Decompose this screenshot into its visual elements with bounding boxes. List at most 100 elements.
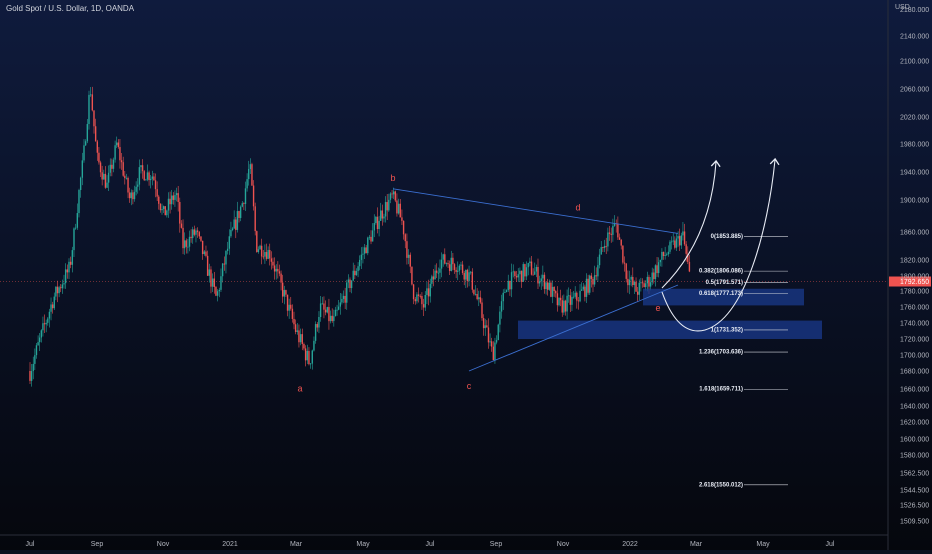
candle: [381, 204, 384, 226]
candle: [350, 280, 353, 294]
candle: [346, 279, 348, 310]
candle: [461, 260, 464, 275]
candle: [576, 291, 578, 309]
candle: [324, 300, 327, 316]
candle: [360, 247, 363, 270]
candle: [543, 272, 546, 294]
candle: [104, 166, 107, 189]
candle: [545, 281, 547, 295]
candle: [151, 170, 153, 186]
price-tick-label: 1620.000: [900, 420, 929, 427]
price-tick-label: 1900.000: [900, 198, 929, 205]
wave-label-a: a: [297, 384, 302, 394]
candle: [299, 328, 302, 346]
candle: [497, 323, 499, 341]
candle: [156, 181, 158, 202]
price-axis[interactable]: 2180.000 2140.000 2100.000 2060.000 2020.000…: [900, 7, 929, 526]
price-tick-label: 1580.000: [900, 453, 929, 460]
candle: [175, 187, 178, 202]
candle: [311, 349, 313, 370]
time-tick-label: Jul: [426, 541, 435, 548]
candle: [40, 329, 43, 343]
candle: [538, 275, 541, 287]
candle: [183, 232, 186, 255]
candle: [452, 252, 454, 271]
candle: [117, 139, 120, 149]
candle: [188, 230, 191, 252]
fib-level-label: 0.382(1806.086): [699, 269, 743, 275]
time-axis[interactable]: Jul Sep Nov 2021 Mar May Jul Sep Nov 2022 Mar May Ju…: [26, 541, 835, 548]
projection-arrow-short[interactable]: [661, 159, 721, 289]
candle: [137, 178, 139, 194]
candle: [256, 230, 258, 253]
candle: [587, 274, 589, 295]
candle: [88, 90, 90, 130]
lower-trendline[interactable]: [468, 284, 679, 372]
fib-level-label: 1(1731.352): [711, 327, 743, 333]
candle: [638, 279, 640, 301]
candle: [171, 189, 173, 210]
candle: [651, 267, 653, 286]
candle: [116, 136, 118, 149]
candle: [357, 262, 359, 278]
candle: [228, 229, 230, 255]
candle: [675, 233, 678, 251]
price-tick-label: 1720.000: [900, 337, 929, 344]
candle: [622, 245, 624, 265]
candle: [553, 286, 555, 297]
candle: [439, 259, 441, 279]
candle: [388, 193, 390, 212]
support-zone[interactable]: [643, 288, 804, 306]
candle: [489, 333, 491, 347]
candle: [569, 288, 572, 313]
candle: [505, 289, 508, 293]
candle: [444, 248, 446, 265]
candle: [568, 287, 570, 303]
price-tick-label: 1820.000: [900, 258, 929, 265]
candle: [275, 264, 277, 280]
candle: [158, 194, 160, 210]
candle: [81, 152, 84, 186]
candle: [323, 296, 325, 319]
time-tick-label: 2022: [622, 541, 638, 548]
candle: [153, 172, 155, 181]
candle: [193, 225, 196, 237]
candle: [301, 328, 303, 351]
candle: [664, 246, 666, 260]
candle: [399, 198, 401, 218]
candle: [471, 268, 473, 293]
candle: [525, 261, 528, 281]
candle: [112, 157, 115, 173]
candle: [313, 336, 315, 352]
candle: [352, 262, 354, 282]
candle: [546, 278, 549, 296]
candle: [635, 277, 637, 292]
price-tick-label: 1660.000: [900, 387, 929, 394]
upper-trendline[interactable]: [392, 188, 679, 234]
candle: [341, 293, 343, 305]
candle: [473, 289, 475, 296]
candle: [434, 264, 436, 280]
support-zone[interactable]: [518, 320, 822, 339]
candle: [417, 287, 420, 303]
candle: [64, 263, 67, 289]
candle: [607, 227, 609, 252]
candle: [251, 162, 253, 187]
candle: [666, 252, 668, 256]
candle: [45, 319, 47, 333]
candle: [404, 233, 406, 249]
price-tick-label: 1562.500: [900, 471, 929, 478]
time-tick-label: Sep: [91, 541, 104, 548]
candle: [448, 260, 451, 275]
candle: [162, 205, 165, 213]
projection-arrow-long[interactable]: [661, 157, 780, 332]
candle: [161, 203, 163, 215]
candle: [164, 206, 166, 216]
price-tick-label: 1700.000: [900, 353, 929, 360]
candle: [682, 221, 684, 241]
candle: [286, 294, 289, 317]
candle: [192, 226, 194, 244]
candle: [632, 267, 634, 288]
